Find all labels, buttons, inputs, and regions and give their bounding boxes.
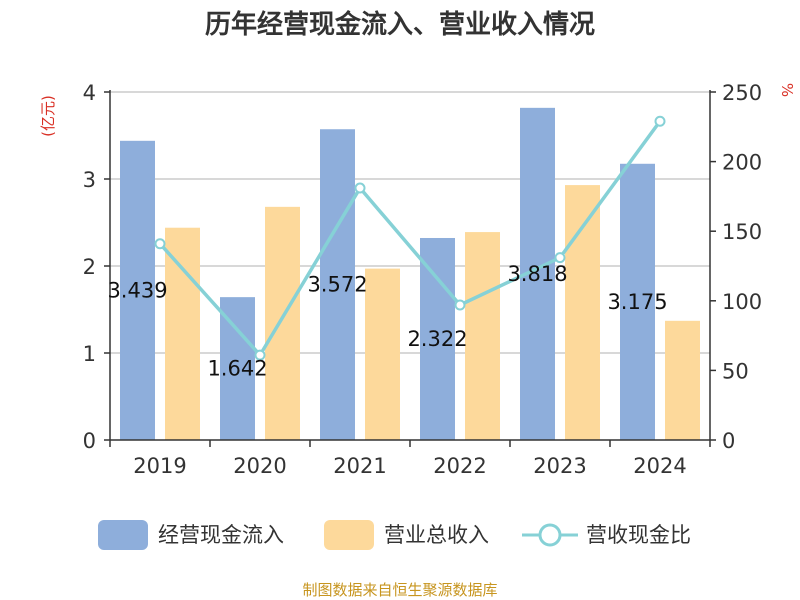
right-tick-label: 150 (722, 220, 762, 244)
bar-cashflow-2024 (620, 163, 655, 440)
left-axis-unit: (亿元) (39, 95, 57, 137)
ratio-polyline (158, 120, 662, 359)
bar-cashflow-2020 (220, 297, 255, 440)
chart-title: 历年经营现金流入、营业收入情况 (205, 9, 595, 40)
right-tick-label: 250 (722, 81, 762, 105)
ratio-line (154, 115, 666, 361)
legend-label-cashflow: 经营现金流入 (158, 523, 284, 547)
legend: 经营现金流入 营业总收入 营收现金比 (98, 520, 691, 550)
left-tick-label: 2 (83, 255, 96, 279)
ratio-point-2022 (454, 299, 466, 311)
legend-swatch-cashflow (98, 520, 148, 550)
bars (120, 107, 700, 441)
right-axis-unit: % (778, 83, 796, 97)
legend-label-ratio: 营收现金比 (586, 523, 691, 547)
axes: 0 1 2 3 4 0 50 100 150 200 250 2019 2020 2021 2022 2023… (83, 81, 762, 478)
left-tick-label: 0 (83, 429, 96, 453)
data-label-cashflow-2020: 1.642 (207, 357, 267, 381)
ratio-point-2023 (554, 252, 566, 264)
ratio-point-2021 (354, 182, 366, 194)
data-label-cashflow-2021: 3.572 (307, 273, 367, 297)
left-tick-label: 1 (83, 342, 96, 366)
data-label-cashflow-2024: 3.175 (607, 290, 667, 314)
legend-marker-ratio (538, 523, 562, 547)
gridlines (110, 91, 710, 354)
right-tick-label: 50 (722, 359, 749, 383)
x-tick-label: 2020 (233, 454, 286, 478)
data-labels: 3.439 1.642 3.572 2.322 3.818 3.175 (107, 262, 667, 381)
ratio-point-2020 (254, 349, 266, 361)
bar-cashflow-2021 (320, 129, 355, 440)
x-tick-label: 2023 (533, 454, 586, 478)
ratio-point-2024 (654, 115, 666, 127)
bar-revenue-2023 (565, 185, 600, 440)
bar-cashflow-2022 (420, 237, 455, 440)
x-tick-label: 2021 (333, 454, 386, 478)
bar-cashflow-2019 (120, 140, 155, 440)
ratio-point-2019 (154, 238, 166, 250)
source-note: 制图数据来自恒生聚源数据库 (302, 581, 497, 599)
bar-revenue-2019 (165, 227, 200, 440)
right-tick-label: 0 (722, 429, 735, 453)
right-tick-label: 100 (722, 290, 762, 314)
bar-revenue-2022 (465, 232, 500, 440)
bar-revenue-2024 (665, 320, 700, 440)
legend-swatch-revenue (324, 520, 374, 550)
left-tick-label: 4 (83, 81, 96, 105)
right-tick-label: 200 (722, 151, 762, 175)
data-label-cashflow-2019: 3.439 (107, 278, 167, 302)
data-label-cashflow-2022: 2.322 (407, 327, 467, 351)
x-tick-label: 2024 (633, 454, 686, 478)
x-tick-label: 2019 (133, 454, 186, 478)
data-label-cashflow-2023: 3.818 (507, 262, 567, 286)
legend-label-revenue: 营业总收入 (384, 523, 489, 547)
left-tick-label: 3 (83, 168, 96, 192)
x-tick-label: 2022 (433, 454, 486, 478)
bar-revenue-2021 (365, 268, 400, 440)
bar-revenue-2020 (265, 206, 300, 440)
